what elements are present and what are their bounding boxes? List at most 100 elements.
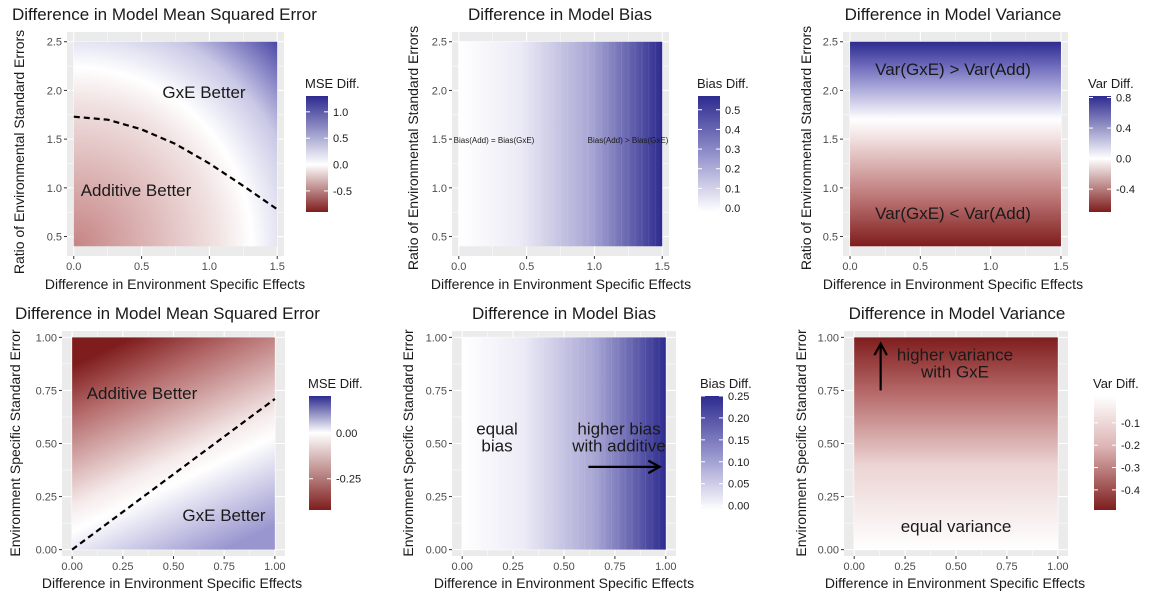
panel-variance-se: Difference in Model Variance Difference … [793,304,1139,591]
y-axis-label: Ratio of Environmental Standard Errors [798,26,814,270]
annotation-line: with GxE [920,363,989,382]
heatmap-fill [850,41,1061,247]
legend-tick-label: 0.4 [725,124,740,136]
x-tick-label: 0.75 [213,561,234,573]
x-tick-label: 0.25 [894,561,915,573]
heatmap-fill [462,337,666,550]
x-tick-label: 0.25 [502,561,523,573]
y-tick-label: 0.00 [426,545,447,557]
legend-tick-label: 0.15 [728,435,749,447]
legend-tick-label: 0.00 [336,428,357,440]
x-tick-label: 0.75 [996,561,1017,573]
legend-tick-label: 0.00 [728,501,749,513]
x-tick-label: 1.0 [587,261,602,273]
x-tick-label: 0.50 [945,561,966,573]
legend-tick-label: 0.0 [1116,154,1131,166]
y-axis-label: Environment Specific Standard Error [7,329,23,557]
y-tick-label: 1.5 [432,134,447,146]
y-tick-label: 0.00 [36,545,57,557]
y-tick-label: 0.25 [818,492,839,504]
chart-title: Difference in Model Variance [849,304,1066,323]
legend-colorbar [1089,96,1111,212]
y-tick-label: 0.50 [426,439,447,451]
x-tick-label: 0.0 [842,261,857,273]
y-tick-label: 2.5 [823,37,838,49]
legend-tick-label: 0.8 [1116,93,1131,105]
panel-variance-ratio: Difference in Model Variance Difference … [798,5,1134,292]
decision-boundary [73,115,278,211]
legend-tick-label: 0.0 [333,160,348,172]
legend-tick-label: 0.05 [728,479,749,491]
legend-colorbar [701,396,723,510]
x-tick-label: 0.0 [451,261,466,273]
annotation-equal-variance: equal variance [901,517,1012,536]
x-tick-label: 1.0 [202,261,217,273]
x-tick-label: 1.00 [1047,561,1068,573]
x-axis-label: Difference in Environment Specific Effec… [431,276,691,292]
annotation-higher-variance: higher variance with GxE [897,346,1013,382]
legend-tick-label: -0.4 [1121,485,1140,497]
y-tick-label: 1.00 [818,332,839,344]
x-tick-label: 0.75 [604,561,625,573]
x-tick-label: 0.50 [163,561,184,573]
legend-title: Var Diff. [1088,76,1134,91]
legend-title: Var Diff. [1093,376,1139,391]
legend-tick-label: 0.2 [725,164,740,176]
decision-boundary [71,398,276,551]
y-axis-label: Ratio of Environmental Standard Errors [11,30,27,274]
annotation-line: equal [476,420,518,439]
y-axis-label: Environment Specific Standard Error [793,329,809,557]
y-tick-label: 0.75 [426,385,447,397]
chart-5: 0.00 0.25 0.50 0.75 1.00 0.00 0.25 0.50 0.75 1.00… [426,331,749,573]
annotation-equal-bias: equal bias [476,420,518,456]
x-tick-label: 0.25 [112,561,133,573]
annotation-line: with additive [571,437,666,456]
y-tick-label: 1.5 [47,134,62,146]
y-axis-label: Environment Specific Standard Error [400,329,416,557]
chart-1: 0.0 0.5 1.0 1.5 0.5 1.0 1.5 2.0 2.5 1.0 0.5 0.0 -0.5 [47,32,352,273]
heatmap-fill [72,337,275,550]
y-tick-label: 0.00 [818,545,839,557]
legend-colorbar [1094,396,1116,510]
x-tick-label: 0.00 [843,561,864,573]
legend-colorbar [306,96,328,212]
y-tick-label: 1.00 [426,332,447,344]
legend-title: Bias Diff. [700,376,752,391]
annotation-additive-better: Additive Better [81,181,192,200]
legend-tick-label: -0.3 [1121,463,1140,475]
x-axis-label: Difference in Environment Specific Effec… [434,575,694,591]
y-tick-label: 0.50 [818,439,839,451]
y-tick-label: 1.5 [823,134,838,146]
annotation-gxe-better: GxE Better [182,506,265,525]
x-tick-label: 1.0 [983,261,998,273]
y-tick-label: 1.0 [823,183,838,195]
heatmap-fill [854,337,1058,550]
annotation-additive-better: Additive Better [87,384,198,403]
x-axis-label: Difference in Environment Specific Effec… [45,276,305,292]
y-tick-label: 2.0 [47,85,62,97]
legend-tick-label: -0.4 [1116,184,1135,196]
chart-title: Difference in Model Mean Squared Error [15,304,320,323]
x-tick-label: 1.00 [264,561,285,573]
legend-tick-label: 0.0 [725,203,740,215]
heatmap-fill [458,41,663,247]
legend-title: MSE Diff. [305,76,360,91]
annotation-line: higher bias [577,420,660,439]
y-tick-label: 0.25 [426,492,447,504]
annotation-bias-greater: Bias(Add) > Bias(GxE) [588,136,669,145]
panel-bias-ratio: Difference in Model Bias Difference in E… [405,5,749,292]
annotation-var-gxe-less: Var(GxE) < Var(Add) [875,204,1031,223]
annotation-line: bias [481,437,512,456]
legend-colorbar [698,96,720,212]
y-tick-label: 1.0 [432,183,447,195]
x-tick-label: 0.00 [61,561,82,573]
annotation-var-gxe-greater: Var(GxE) > Var(Add) [875,60,1031,79]
x-tick-label: 0.50 [553,561,574,573]
panel-bias-se: Difference in Model Bias Difference in E… [400,304,752,591]
y-tick-label: 2.0 [823,85,838,97]
x-tick-label: 0.00 [451,561,472,573]
legend-tick-label: -0.5 [333,186,352,198]
chart-6: 0.00 0.25 0.50 0.75 1.00 0.00 0.25 0.50 0.75 1.00… [818,331,1140,573]
y-tick-label: 2.5 [47,37,62,49]
